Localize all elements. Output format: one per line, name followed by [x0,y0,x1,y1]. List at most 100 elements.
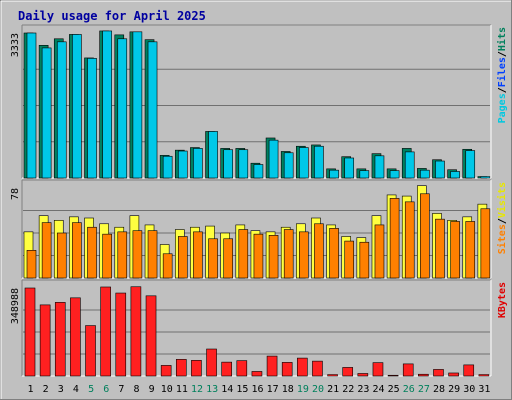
day-label-23: 23 [357,384,369,395]
bar-visits-sites-day-5 [87,226,97,279]
bar-visits-sites-day-19 [299,231,309,279]
bar-kbytes-kbytes-day-26 [402,363,414,377]
bar-visits-sites-day-11 [177,236,188,279]
day-label-4: 4 [73,384,79,395]
bar-visits-sites-day-6 [102,233,112,279]
day-label-21: 21 [327,384,339,395]
legend-entry-visits: Visits [496,182,508,218]
bar-visits-sites-day-25 [389,198,400,279]
day-label-2: 2 [43,384,49,395]
bar-visits-sites-day-27 [420,193,430,279]
bar-kbytes-kbytes-day-27 [418,373,429,377]
day-label-12: 12 [191,384,203,395]
bar-visits-sites-day-17 [268,235,279,279]
day-label-25: 25 [388,384,400,395]
chart-panels: 3333Pages/Files/Hits78Sites/Visits348988… [10,24,508,377]
bar-hits-files-day-25 [389,170,400,179]
bar-hits-files-day-10 [162,155,173,179]
panel-hits-series-files [26,30,491,179]
legend-entry-files: Files [496,57,508,87]
bar-visits-sites-day-4 [72,222,82,279]
bar-hits-files-day-18 [283,152,294,179]
day-label-6: 6 [103,384,109,395]
day-label-7: 7 [118,384,124,395]
day-label-24: 24 [373,384,385,395]
bar-hits-files-day-3 [56,41,67,179]
panel-kbytes: 348988 KBytes [10,279,508,377]
legend-entry-kbytes: KBytes [497,282,508,318]
bar-visits-sites-day-1 [26,250,37,279]
bar-hits-files-day-13 [208,131,218,179]
day-label-26: 26 [403,384,415,395]
day-label-31: 31 [478,384,490,395]
bar-hits-files-day-6 [102,30,112,179]
day-label-10: 10 [161,384,173,395]
day-label-11: 11 [176,384,188,395]
day-label-16: 16 [251,384,263,395]
bar-hits-files-day-26 [404,151,415,179]
bar-hits-files-day-28 [435,160,445,179]
bar-visits-sites-day-24 [374,224,385,279]
bar-kbytes-kbytes-day-20 [312,360,323,377]
day-label-27: 27 [418,384,430,395]
bar-kbytes-kbytes-day-28 [433,369,444,377]
bar-hits-files-day-7 [117,38,128,179]
day-label-22: 22 [342,384,354,395]
day-label-19: 19 [297,384,309,395]
bar-kbytes-kbytes-day-18 [281,362,293,377]
bar-visits-sites-day-2 [41,222,52,279]
bar-visits-sites-day-30 [465,221,476,279]
bar-kbytes-kbytes-day-16 [251,371,263,377]
panel-visits-legend-text: Sites/Visits [496,182,508,254]
bar-hits-files-day-17 [268,139,279,179]
bar-hits-files-day-24 [374,155,385,179]
day-label-28: 28 [433,384,445,395]
bar-hits-files-day-2 [41,47,52,179]
bar-hits-files-day-12 [193,148,203,179]
bar-hits-files-day-20 [314,145,324,179]
bar-kbytes-kbytes-day-5 [85,325,96,377]
bar-visits-sites-day-8 [132,230,143,279]
bar-visits-sites-day-10 [162,253,173,279]
day-label-20: 20 [312,384,324,395]
bar-kbytes-kbytes-day-2 [39,304,51,377]
panel-kbytes-legend-text: KBytes [497,282,508,318]
bar-visits-sites-day-15 [238,229,249,279]
day-label-15: 15 [236,384,248,395]
panel-hits-legend-text: Pages/Files/Hits [496,27,508,123]
bar-hits-files-day-29 [450,171,460,179]
day-label-18: 18 [282,384,294,395]
bar-kbytes-kbytes-day-29 [448,372,459,377]
bar-kbytes-kbytes-day-10 [160,365,172,377]
bar-hits-files-day-30 [465,150,476,179]
legend-separator: / [497,87,508,93]
bar-kbytes-kbytes-day-13 [206,348,217,377]
panel-kbytes-series-kbytes [24,286,490,377]
legend-entry-sites: Sites [496,224,508,254]
bar-kbytes-kbytes-day-14 [221,361,232,377]
bar-kbytes-kbytes-day-4 [70,297,81,377]
bar-visits-sites-day-29 [450,221,460,279]
bar-visits-sites-day-23 [359,241,370,279]
bar-visits-sites-day-16 [253,233,264,279]
panel-visits-legend: Sites/Visits [496,182,508,254]
bar-visits-sites-day-18 [283,229,294,279]
panel-hits-legend: Pages/Files/Hits [496,27,508,123]
bar-kbytes-kbytes-day-17 [266,355,278,377]
bar-kbytes-kbytes-day-12 [191,360,202,377]
bar-hits-files-day-31 [480,176,491,179]
bar-hits-files-day-8 [132,31,143,179]
bar-visits-sites-day-26 [404,201,415,279]
panel-kbytes-ymax-label: 348988 [10,288,21,324]
panel-visits: 78 Sites/Visits [10,179,508,279]
bar-hits-files-day-23 [359,170,370,179]
day-label-29: 29 [448,384,460,395]
bar-hits-files-day-11 [177,150,188,179]
bar-visits-sites-day-12 [193,231,203,279]
bar-kbytes-kbytes-day-15 [236,360,248,377]
bar-kbytes-kbytes-day-22 [342,367,354,377]
bar-hits-files-day-15 [238,149,249,179]
legend-entry-hits: Hits [496,27,508,51]
